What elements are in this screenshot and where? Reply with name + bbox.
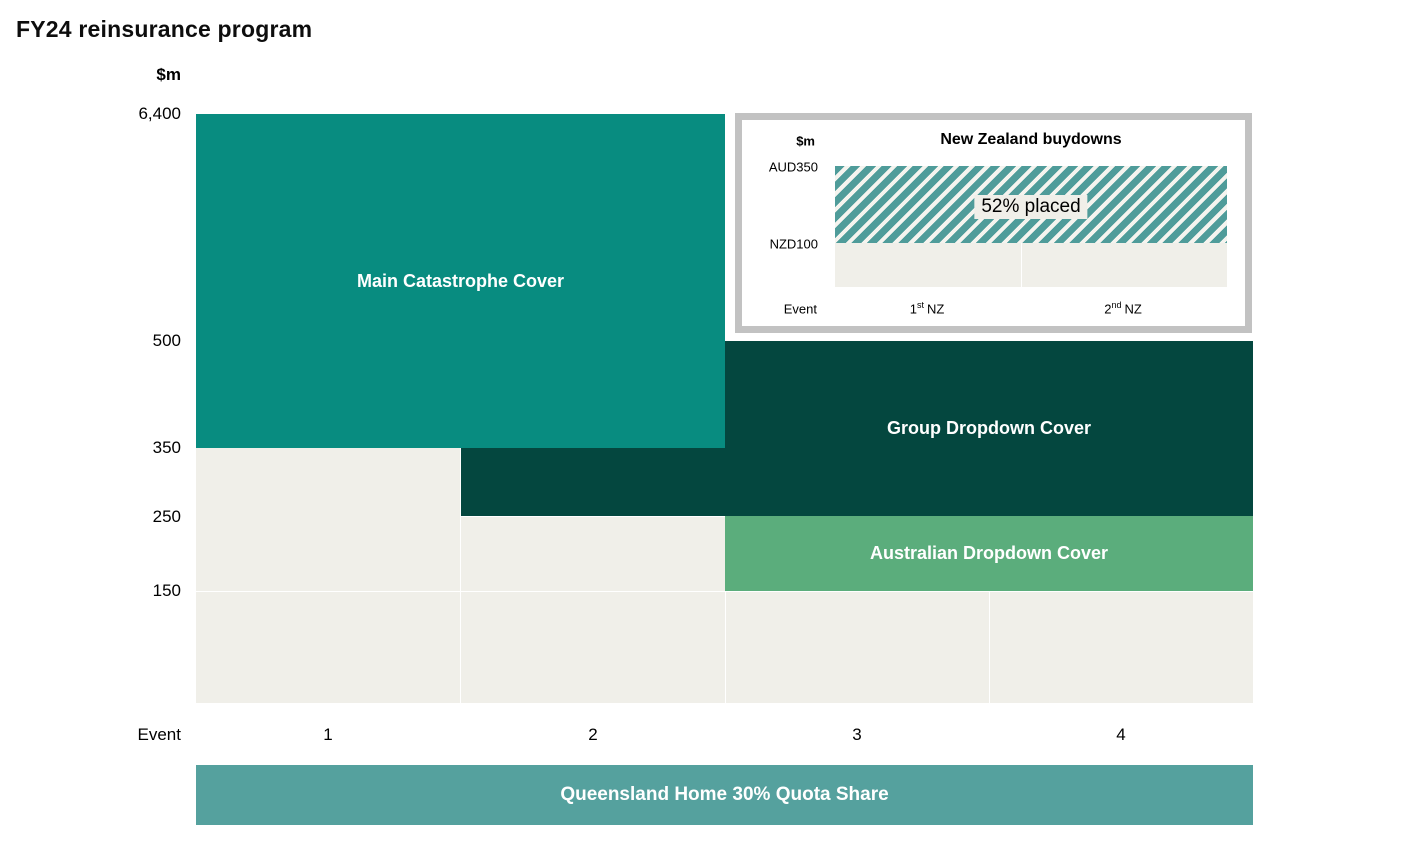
background-cell-event2-lower [461, 592, 725, 703]
layer-group-dropdown-cover: Group Dropdown Cover [725, 341, 1253, 516]
background-cell-event3 [726, 592, 989, 703]
layer-australian-dropdown-cover: Australian Dropdown Cover [725, 516, 1253, 591]
x-tick-event-3: 3 [852, 725, 862, 744]
nz-buydowns-inset: New Zealand buydowns $m AUD350 NZD100 52… [735, 113, 1252, 333]
y-tick-350: 350 [152, 438, 181, 457]
x-axis-label: Event [137, 725, 181, 744]
y-tick-150: 150 [152, 581, 181, 600]
background-cell-event2-upper [461, 517, 725, 591]
inset-title: New Zealand buydowns [940, 131, 1122, 148]
inset-background-cell-2 [1022, 243, 1227, 287]
inset-y-tick-nzd100: NZD100 [769, 236, 818, 252]
layer-label: Main Catastrophe Cover [356, 270, 565, 291]
background-cell-event1-lower [196, 592, 460, 703]
y-axis-unit: $m [156, 65, 181, 84]
layer-main-catastrophe-cover: Main Catastrophe Cover [196, 114, 725, 448]
inset-y-tick-aud350: AUD350 [768, 159, 818, 175]
inset-x-axis-label: Event [783, 301, 817, 317]
y-tick-500: 500 [152, 331, 181, 350]
page-title: FY24 reinsurance program [16, 16, 313, 42]
inset-x-tick-2nd-nz: 2nd NZ [1104, 300, 1142, 317]
x-tick-event-2: 2 [588, 725, 598, 744]
background-cell-event4 [990, 592, 1253, 703]
layer-queensland-quota-share: Queensland Home 30% Quota Share [196, 765, 1253, 825]
layer-label: Group Dropdown Cover [887, 418, 1091, 438]
inset-y-axis-unit: $m [796, 133, 815, 149]
x-tick-event-4: 4 [1116, 725, 1126, 744]
layer-label: Australian Dropdown Cover [869, 543, 1109, 563]
background-cell-event1-upper [196, 448, 460, 591]
y-tick-250: 250 [152, 507, 181, 526]
inset-x-tick-1st-nz: 1st NZ [909, 300, 945, 317]
layer-label: Queensland Home 30% Quota Share [560, 784, 889, 805]
layer-unlabeled-event2 [461, 448, 725, 516]
x-tick-event-1: 1 [323, 725, 333, 744]
placement-annotation: 52% placed [974, 195, 1088, 219]
y-tick-6400: 6,400 [138, 104, 181, 123]
inset-background-cell-1 [835, 243, 1021, 287]
